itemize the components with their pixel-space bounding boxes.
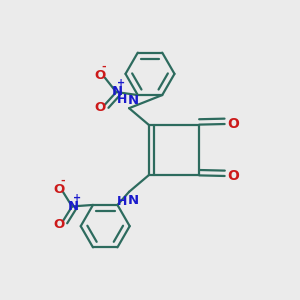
Text: O: O [53, 218, 64, 231]
Text: O: O [227, 169, 239, 183]
Text: O: O [94, 69, 106, 82]
Text: H: H [117, 195, 128, 208]
Text: N: N [68, 200, 79, 213]
Text: N: N [128, 194, 139, 207]
Text: O: O [227, 117, 239, 131]
Text: H: H [117, 93, 128, 106]
Text: +: + [73, 193, 81, 203]
Text: +: + [117, 79, 125, 88]
Text: O: O [53, 183, 64, 196]
Text: O: O [94, 101, 106, 114]
Text: N: N [128, 94, 139, 107]
Text: -: - [101, 62, 106, 72]
Text: N: N [112, 85, 123, 98]
Text: -: - [60, 176, 64, 185]
